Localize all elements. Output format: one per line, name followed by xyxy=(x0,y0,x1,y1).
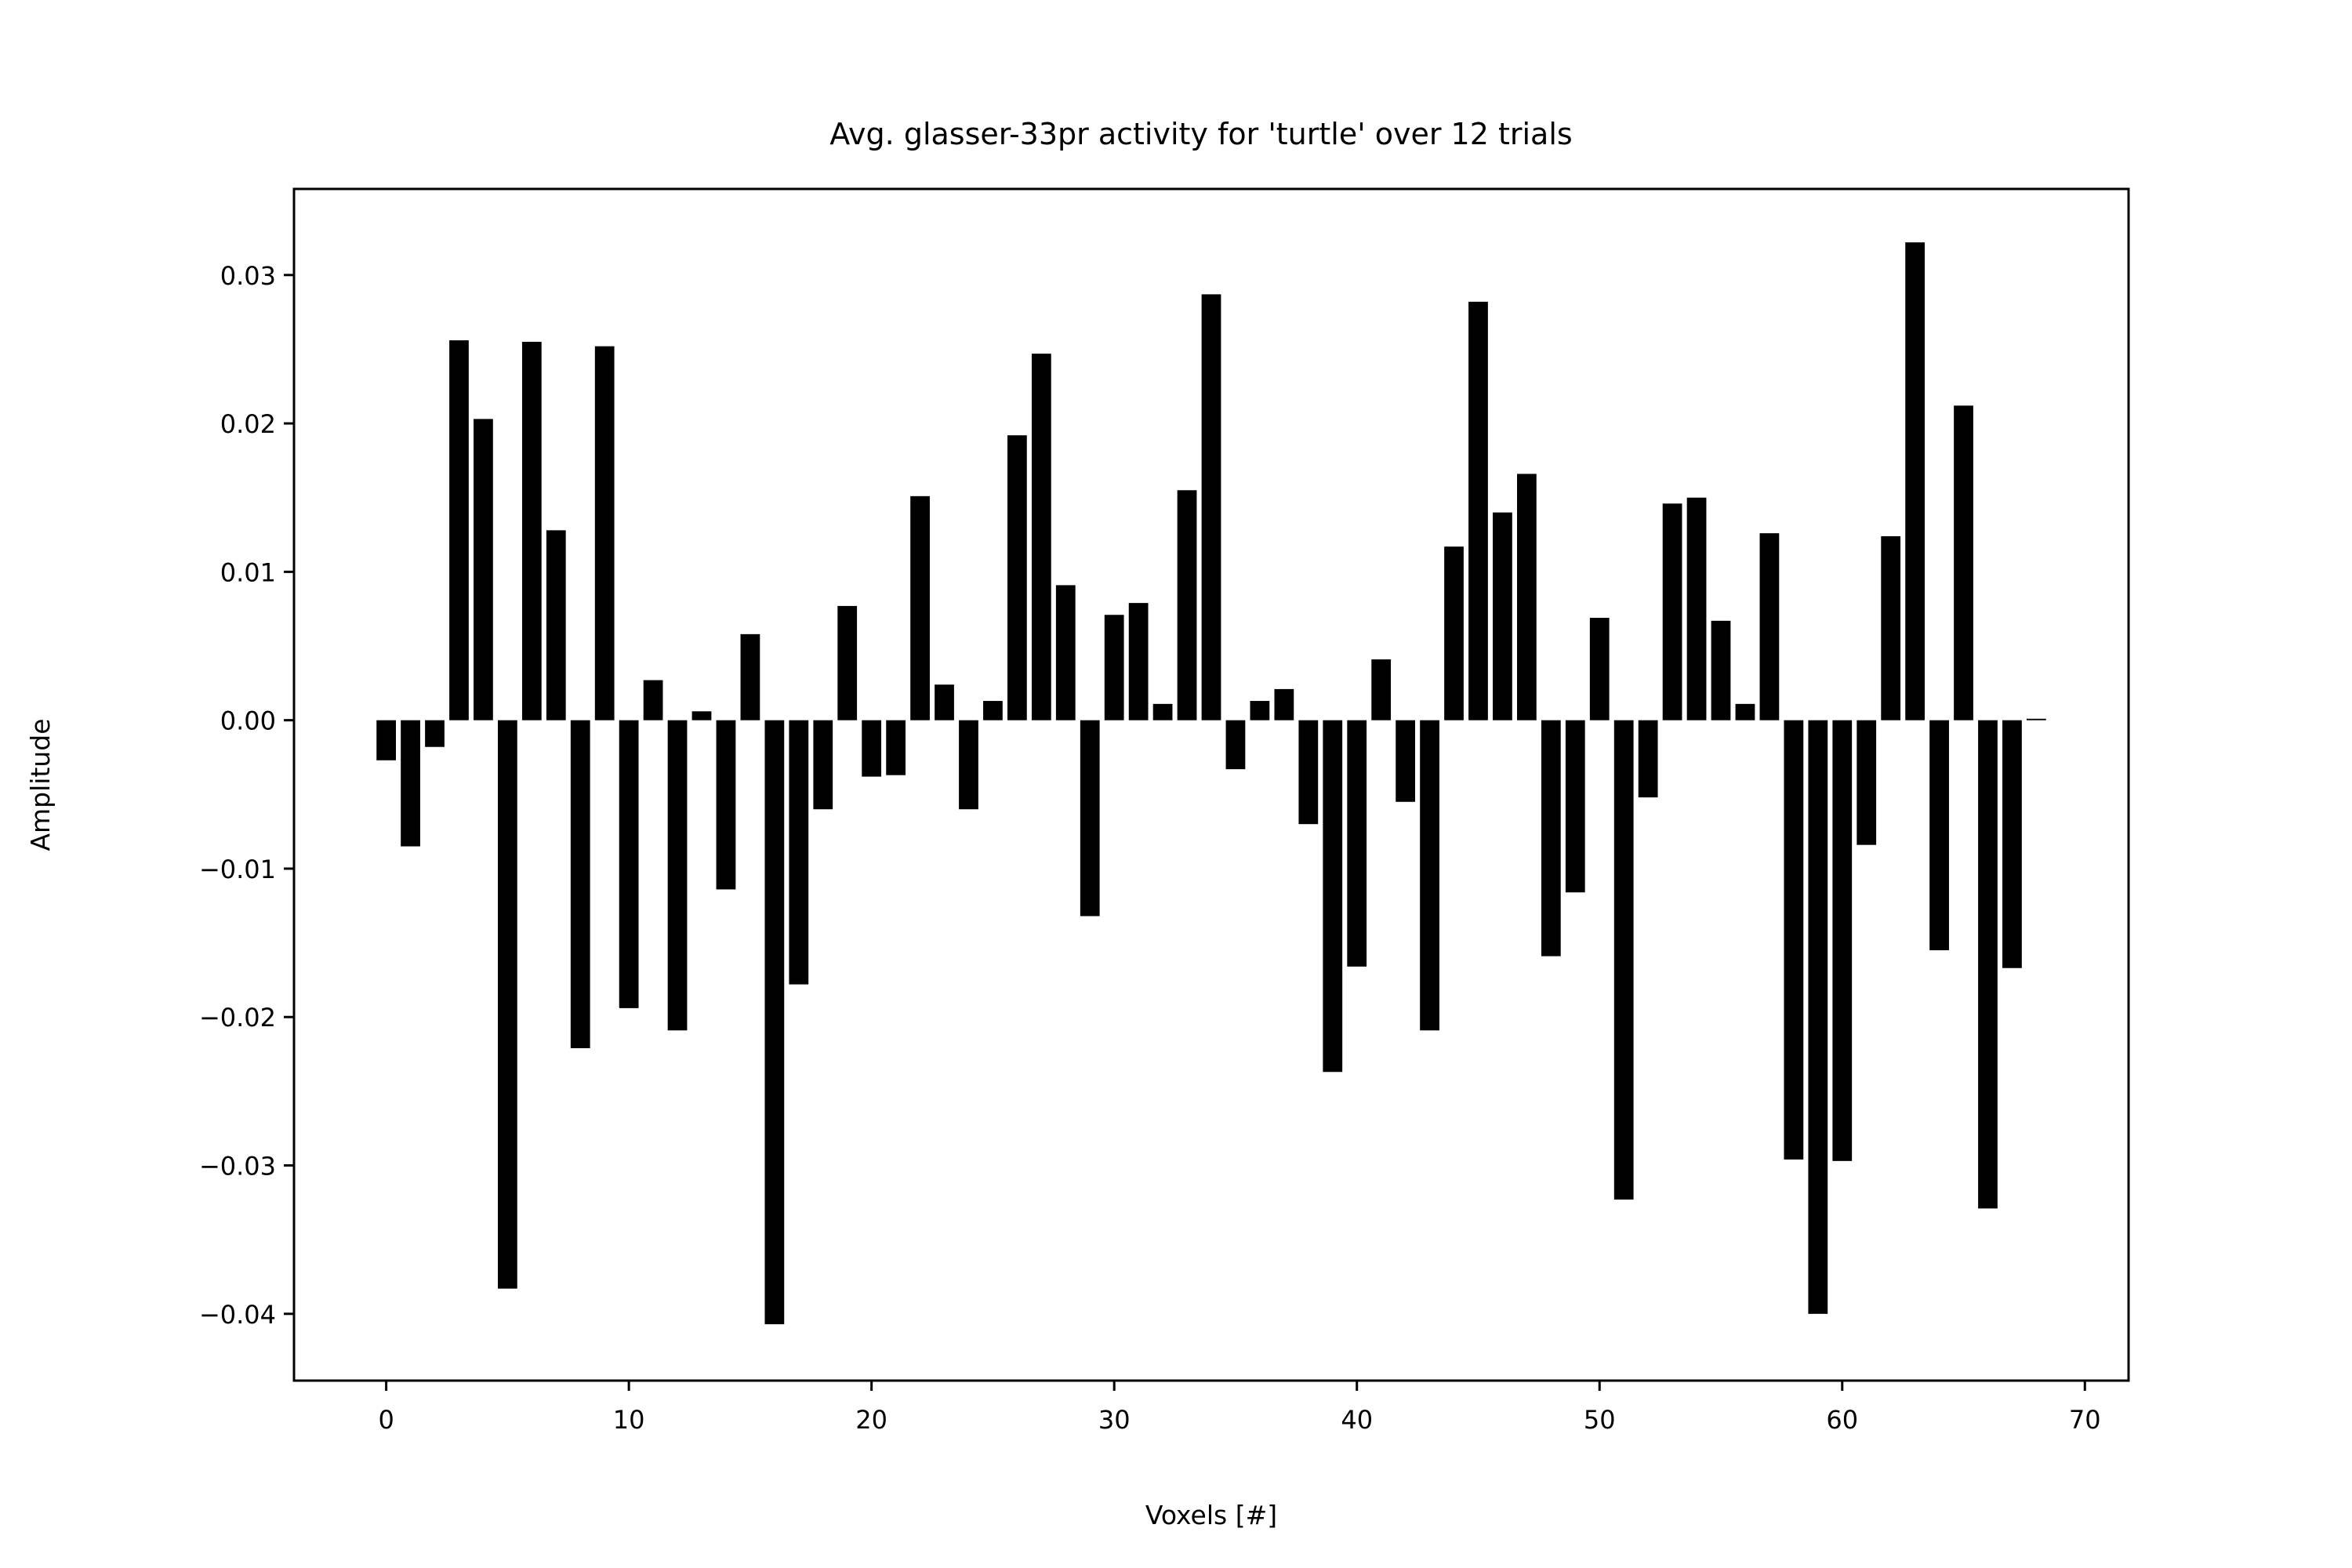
bar xyxy=(1711,620,1731,720)
y-tick-label: −0.01 xyxy=(199,855,276,884)
bar xyxy=(740,633,760,720)
bar xyxy=(1541,720,1561,956)
x-tick-label: 50 xyxy=(1584,1405,1616,1435)
plot-frame xyxy=(292,187,2130,1382)
bar xyxy=(1954,405,1973,720)
bar xyxy=(1929,720,1949,951)
bar xyxy=(1347,720,1367,967)
y-tick-label: 0.03 xyxy=(220,261,276,291)
bar xyxy=(1055,585,1076,720)
bar xyxy=(2002,720,2022,968)
bar xyxy=(2027,718,2046,720)
bar xyxy=(1323,720,1343,1073)
x-tick-label: 60 xyxy=(1826,1405,1858,1435)
x-tick-label: 20 xyxy=(855,1405,887,1435)
bar xyxy=(643,680,663,720)
bar xyxy=(862,720,882,777)
bar xyxy=(1905,242,1925,720)
bar xyxy=(764,720,785,1325)
bar xyxy=(1104,615,1124,720)
x-tick-label: 10 xyxy=(613,1405,645,1435)
bar xyxy=(1396,720,1415,802)
y-tick-label: −0.03 xyxy=(199,1152,276,1181)
bar xyxy=(376,720,396,760)
bar xyxy=(935,684,954,720)
bar xyxy=(789,720,809,985)
x-tick-label: 30 xyxy=(1098,1405,1131,1435)
bar xyxy=(716,720,736,890)
bar xyxy=(619,720,639,1008)
bar xyxy=(1274,688,1294,720)
bar xyxy=(1638,720,1658,798)
bar xyxy=(1298,720,1319,825)
bar xyxy=(1007,435,1027,720)
y-tick-label: −0.02 xyxy=(199,1003,276,1033)
bar xyxy=(1613,720,1634,1200)
x-tick-label: 40 xyxy=(1341,1405,1373,1435)
bar xyxy=(570,720,590,1048)
bar xyxy=(886,720,906,775)
bar xyxy=(1517,474,1537,720)
bar xyxy=(1565,720,1585,893)
bar xyxy=(401,720,420,847)
bar xyxy=(594,346,615,720)
bar xyxy=(1468,301,1488,720)
bar xyxy=(1589,618,1610,720)
y-tick-label: 0.02 xyxy=(220,409,276,439)
bar xyxy=(498,720,517,1289)
bar xyxy=(1735,703,1755,720)
bar xyxy=(1808,720,1828,1314)
bar xyxy=(1250,701,1270,720)
bar xyxy=(1662,503,1682,720)
bar xyxy=(910,495,930,720)
bars-group xyxy=(376,242,2046,1325)
bar xyxy=(449,340,469,720)
y-tick-label: 0.00 xyxy=(220,706,276,736)
bar xyxy=(959,720,978,810)
bar xyxy=(1201,294,1221,720)
bar xyxy=(1225,720,1246,770)
x-tick-label: 0 xyxy=(378,1405,394,1435)
y-tick-label: 0.01 xyxy=(220,557,276,587)
bar xyxy=(1881,535,1901,720)
y-tick-label: −0.04 xyxy=(199,1300,276,1330)
y-axis: 0.03 0.02 0.01 0.00 −0.01 −0.02 −0.03 −0.04 xyxy=(199,261,294,1330)
bar xyxy=(1128,603,1149,720)
bar xyxy=(1420,720,1439,1031)
bar xyxy=(425,720,445,747)
bar xyxy=(1444,546,1464,720)
y-axis-label: Amplitude xyxy=(25,718,56,851)
bar xyxy=(1978,720,1998,1209)
x-axis: 0 10 20 30 40 50 60 70 xyxy=(378,1381,2101,1435)
bar xyxy=(521,341,542,720)
bar xyxy=(1371,659,1392,720)
bar xyxy=(667,720,688,1031)
x-tick-label: 70 xyxy=(2069,1405,2101,1435)
bar xyxy=(1857,720,1877,845)
bar xyxy=(837,605,858,720)
bar xyxy=(474,419,493,720)
bar xyxy=(691,711,712,720)
bar xyxy=(1759,533,1780,720)
bar xyxy=(813,720,833,810)
bar xyxy=(1031,354,1051,720)
bar xyxy=(983,701,1003,720)
bar xyxy=(1493,512,1512,720)
bar xyxy=(1177,490,1197,720)
bar xyxy=(1686,497,1707,720)
bar xyxy=(1784,720,1804,1160)
x-axis-label: Voxels [#] xyxy=(1145,1500,1277,1530)
bar xyxy=(546,530,566,720)
bar xyxy=(1832,720,1853,1161)
bar xyxy=(1152,703,1173,720)
chart-title: Avg. glasser-33pr activity for 'turtle' … xyxy=(829,117,1572,151)
bar xyxy=(1080,720,1100,916)
